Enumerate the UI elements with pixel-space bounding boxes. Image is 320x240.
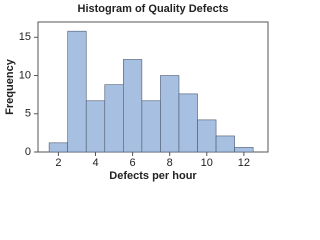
bar (48, 142, 68, 153)
bar (160, 75, 180, 153)
bar (67, 30, 87, 153)
x-axis-label: Defects per hour (109, 170, 197, 182)
x-tick-label: 6 (130, 157, 136, 169)
y-tick-label: 10 (19, 69, 31, 81)
y-tick-label: 0 (25, 146, 31, 158)
x-tick-label: 12 (238, 157, 250, 169)
y-tick-label: 15 (19, 31, 31, 43)
y-tick-label: 5 (25, 108, 31, 120)
chart-title: Histogram of Quality Defects (78, 3, 229, 15)
x-tick-label: 2 (55, 157, 61, 169)
x-tick-label: 8 (167, 157, 173, 169)
chart: Histogram of Quality Defects Defects per… (4, 3, 269, 182)
bar (178, 93, 198, 153)
bar (215, 135, 235, 153)
bar (85, 100, 106, 153)
bar (197, 119, 217, 153)
y-axis-label: Frequency (4, 58, 16, 115)
bar (104, 84, 124, 153)
bar (234, 147, 254, 153)
x-tick-label: 10 (201, 157, 213, 169)
x-tick-label: 4 (92, 157, 98, 169)
bar (141, 100, 161, 153)
bar (123, 59, 143, 153)
